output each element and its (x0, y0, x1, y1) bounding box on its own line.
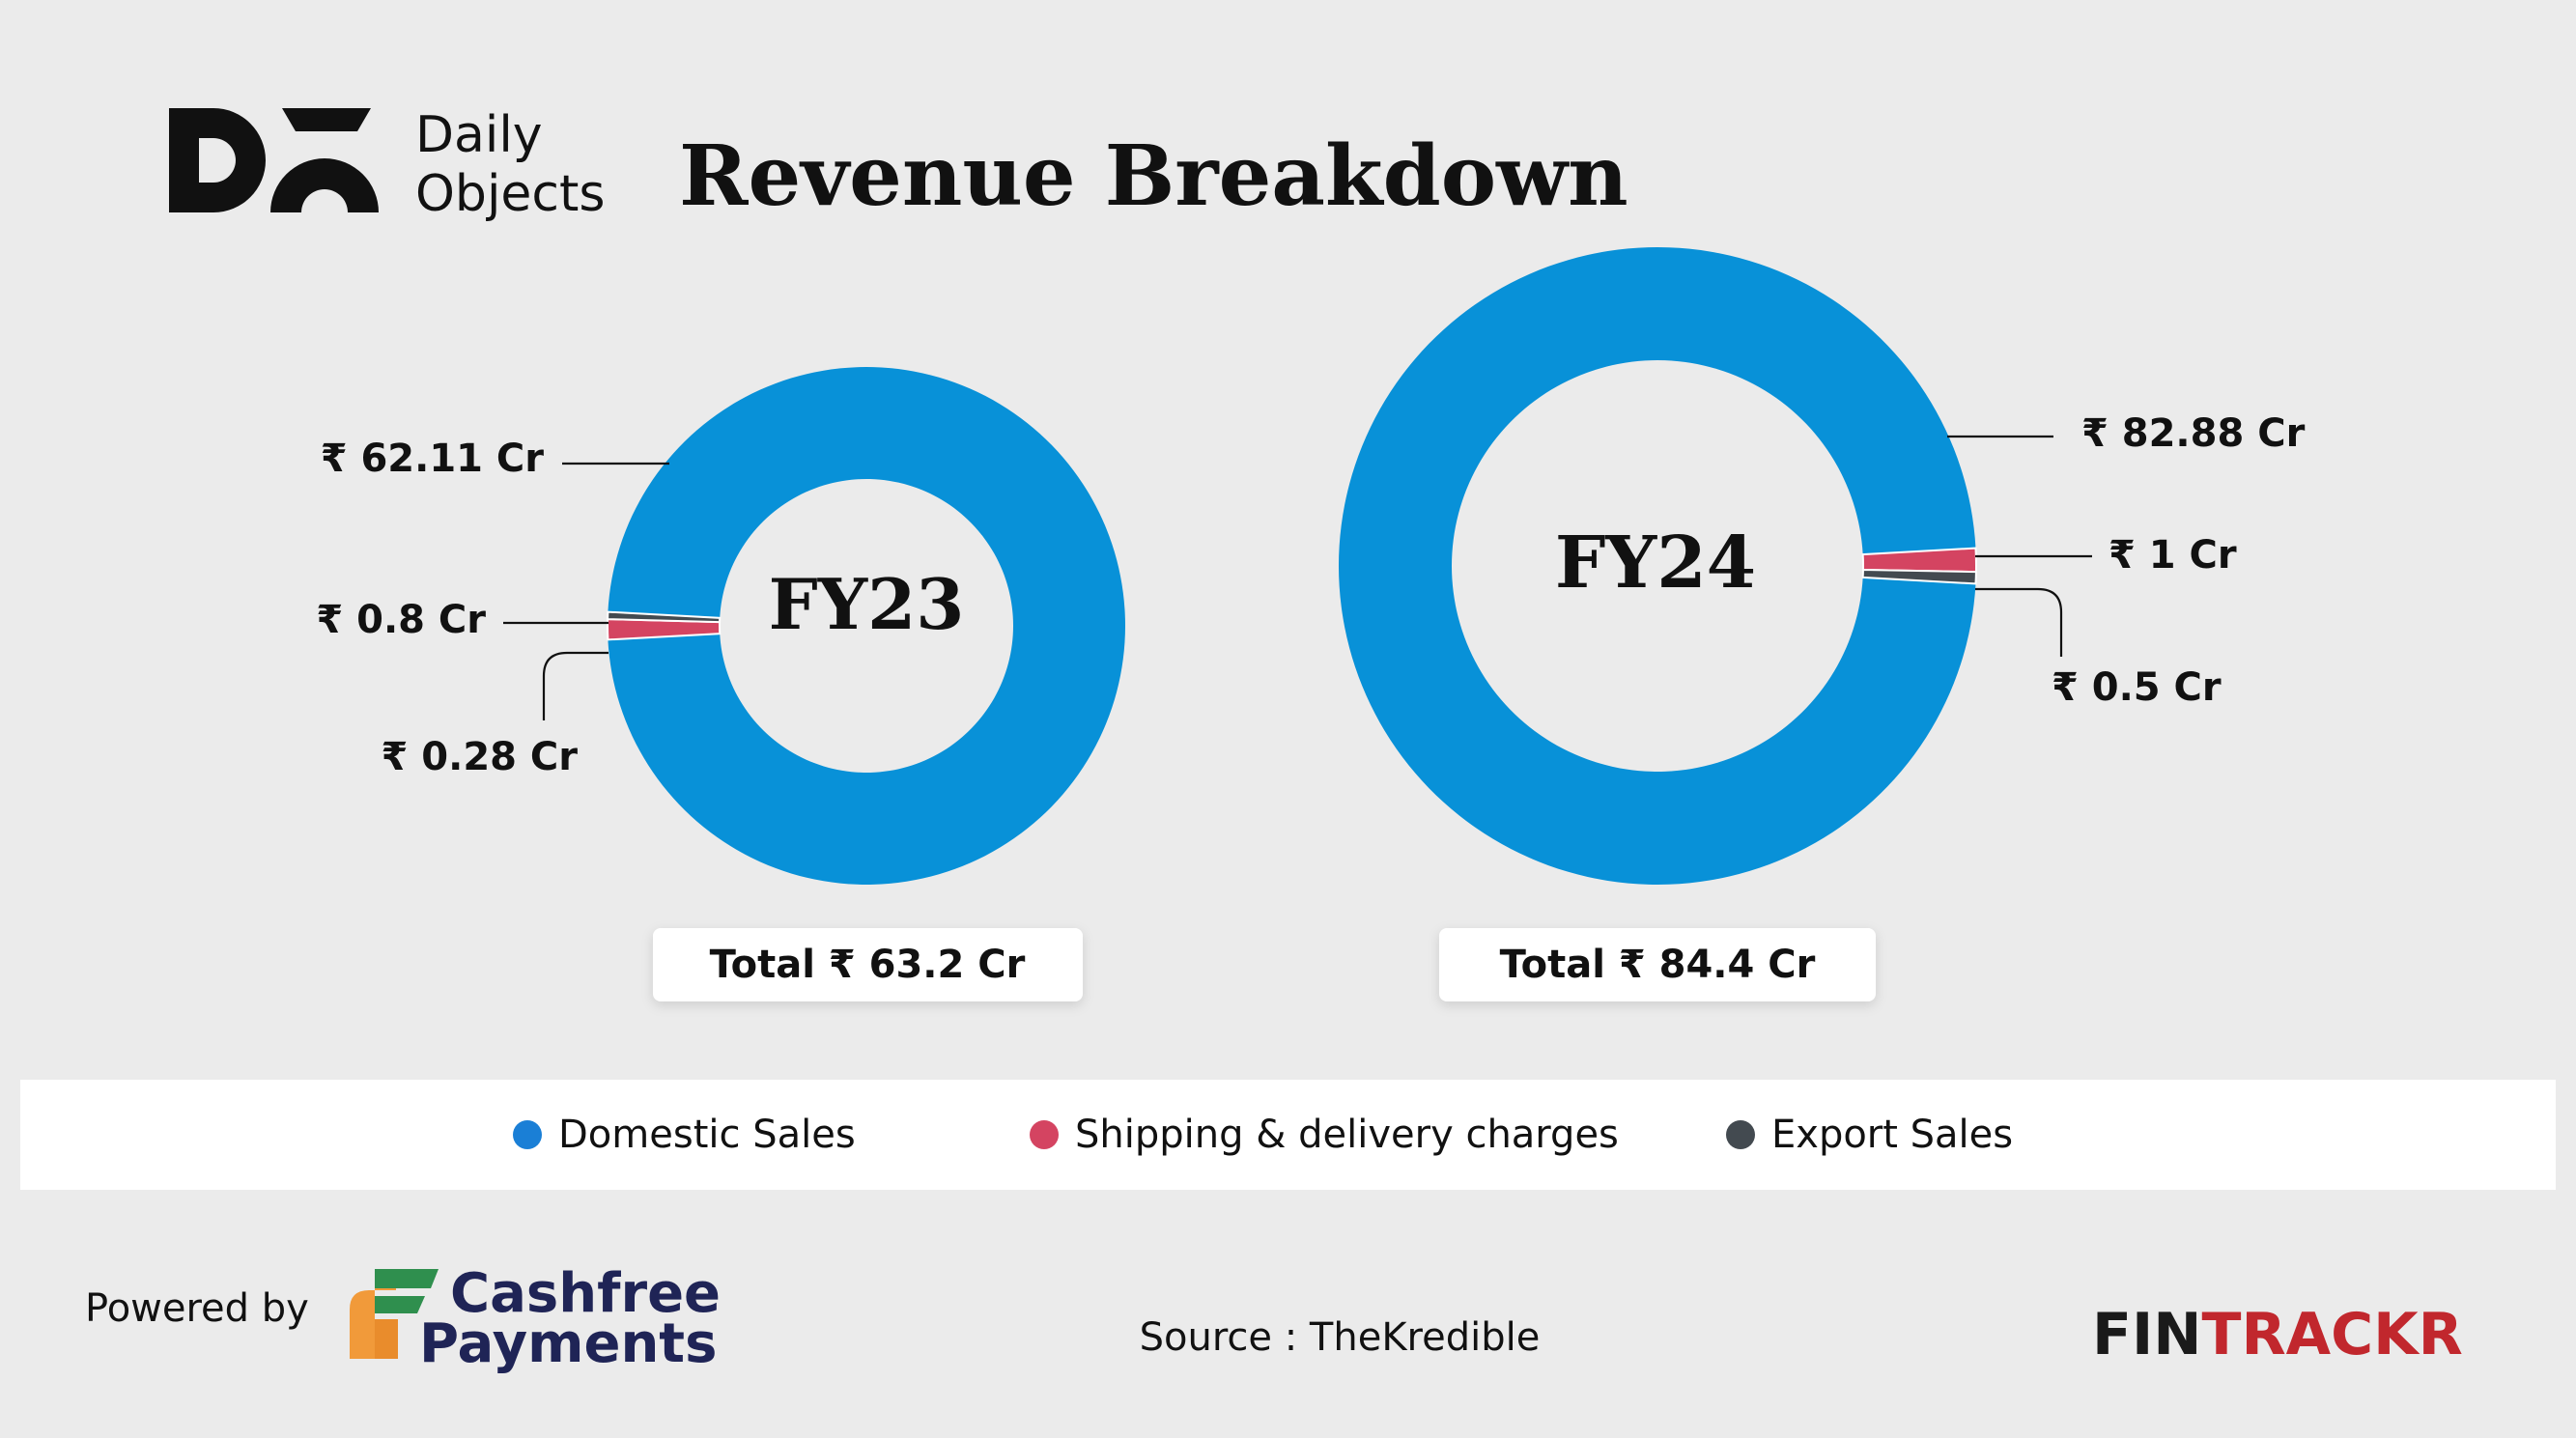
fy23-total-badge: Total ₹ 63.2 Cr (653, 928, 1083, 1001)
fy24-total-label: Total ₹ 84.4 Cr (1500, 943, 1816, 987)
legend-label-domestic: Domestic Sales (558, 1113, 856, 1157)
legend-swatch-domestic (513, 1120, 542, 1149)
legend-swatch-export (1726, 1120, 1755, 1149)
legend-swatch-shipping (1030, 1120, 1059, 1149)
fy23-total-label: Total ₹ 63.2 Cr (710, 943, 1026, 987)
page-title: Revenue Breakdown (679, 127, 1628, 225)
fy24-total-badge: Total ₹ 84.4 Cr (1439, 928, 1876, 1001)
fy24-shipping-value-label: ₹ 1 Cr (2109, 533, 2237, 578)
fintrackr-logo: FINTRACKR (2092, 1301, 2463, 1368)
do-logo-mark-icon (169, 108, 379, 212)
fy24-export-leader-line (1975, 587, 2063, 657)
fy24-center-label: FY24 (1555, 522, 1756, 605)
powered-by-label: Powered by (85, 1286, 309, 1331)
fy23-shipping-value-label: ₹ 0.8 Cr (316, 598, 486, 642)
logo-text-objects: Objects (415, 165, 605, 223)
fintrackr-text-dark: FINTRACKR (2092, 1301, 2463, 1368)
fy24-slice-export (1861, 568, 1977, 585)
fy23-donut-chart (607, 366, 1125, 886)
fy23-domestic-value-label: ₹ 62.11 Cr (321, 437, 545, 481)
legend-label-export: Export Sales (1771, 1113, 2013, 1157)
fy23-slice-domestic (608, 366, 1125, 886)
source-label: Source : TheKredible (1140, 1315, 1541, 1360)
fy23-export-value-label: ₹ 0.28 Cr (382, 735, 579, 779)
legend: Domestic Sales Shipping & delivery charg… (20, 1080, 2556, 1190)
fy24-donut-chart (1338, 246, 1977, 885)
fy24-slice-domestic (1338, 246, 1976, 885)
fy24-export-value-label: ₹ 0.5 Cr (2052, 665, 2222, 710)
cashfree-logo: Cashfree Payments (350, 1262, 721, 1375)
legend-label-shipping: Shipping & delivery charges (1075, 1113, 1619, 1157)
cashfree-mark-icon (350, 1269, 439, 1359)
legend-background (20, 1080, 2556, 1190)
payments-text: Payments (419, 1312, 717, 1375)
fy24-value-labels: ₹ 82.88 Cr ₹ 1 Cr ₹ 0.5 Cr (1947, 411, 2306, 710)
dailyobjects-logo: Daily Objects (169, 106, 605, 223)
fy23-value-labels: ₹ 62.11 Cr ₹ 0.8 Cr ₹ 0.28 Cr (316, 437, 669, 779)
fy23-export-leader-line (542, 651, 609, 720)
logo-text-daily: Daily (415, 106, 543, 164)
fy24-domestic-value-label: ₹ 82.88 Cr (2081, 411, 2306, 456)
fy23-center-label: FY23 (769, 563, 965, 645)
cashfree-text: Cashfree (450, 1262, 721, 1325)
fy23-slice-export (607, 610, 722, 624)
